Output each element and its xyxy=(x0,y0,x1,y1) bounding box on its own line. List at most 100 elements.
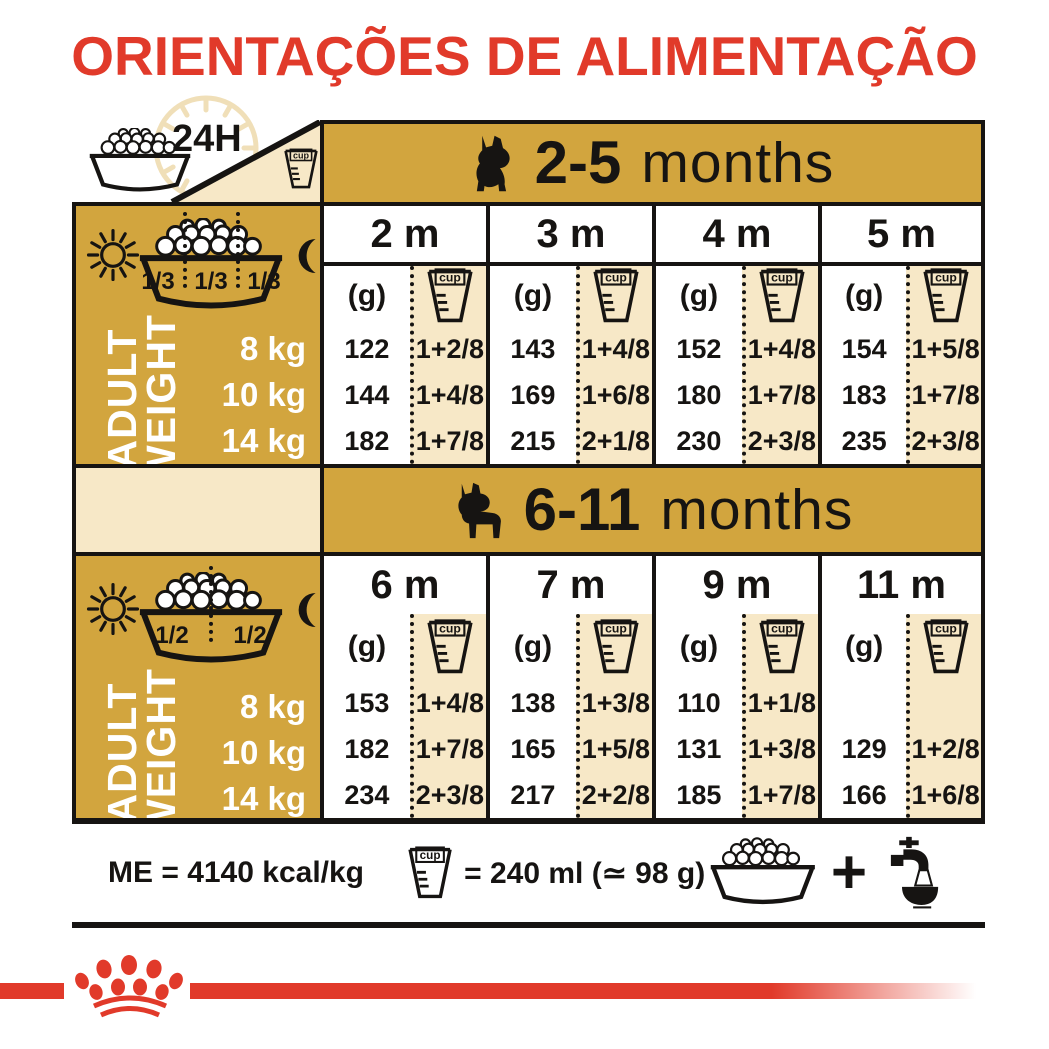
cups-value: 1+3/8 xyxy=(581,687,651,718)
grams-unit-label: (g) xyxy=(844,279,884,312)
adult-weight-label: ADULT WEIGHT xyxy=(99,314,184,484)
grams-value: 182 xyxy=(344,733,390,764)
grams-unit-label: (g) xyxy=(844,630,884,663)
cups-value: 1+7/8 xyxy=(911,379,980,410)
cups-value: 1+3/8 xyxy=(747,733,817,764)
grams-value: 131 xyxy=(676,733,722,764)
svg-text:cup: cup xyxy=(420,849,441,862)
measuring-cup-icon: cup xyxy=(923,619,969,674)
grams-value: 165 xyxy=(510,733,556,764)
measuring-cup-icon: cup xyxy=(759,619,805,674)
cups-value: 1+7/8 xyxy=(747,779,817,810)
section-header-2-5-months: 2-5 months xyxy=(320,120,985,206)
measuring-cup-icon: cup xyxy=(593,268,639,323)
kibble-bowl-icon xyxy=(705,829,821,917)
grams-value xyxy=(822,680,906,726)
measuring-cup-icon: cup xyxy=(427,268,473,323)
grams-value: 169 xyxy=(510,379,556,410)
cups-value: 1+7/8 xyxy=(415,425,485,456)
grams-value: 154 xyxy=(841,333,887,364)
portion-divider xyxy=(209,566,213,642)
blank-cell xyxy=(72,464,324,556)
grams-value: 152 xyxy=(676,333,722,364)
plus-sign: + xyxy=(830,838,868,907)
month-header-4m: 4 m xyxy=(652,202,822,266)
water-tap-icon xyxy=(890,836,939,909)
grams-unit-label: (g) xyxy=(679,630,719,663)
month-body-3m: (g) 143 169 215 cup 1+4/8 1+6/8 2+1/8 xyxy=(486,266,656,468)
measuring-cup-icon: cup xyxy=(759,268,805,323)
cups-value: 1+6/8 xyxy=(581,379,651,410)
month-header-3m: 3 m xyxy=(486,202,656,266)
cups-value: 1+4/8 xyxy=(747,333,817,364)
month-body-9m: (g) 110 131 185 cup 1+1/8 1+3/8 1+7/8 xyxy=(652,614,822,822)
footer-top-rule xyxy=(72,818,985,824)
french-bulldog-sitting-icon xyxy=(476,135,510,191)
adult-weight-label: ADULT WEIGHT xyxy=(99,668,184,838)
measuring-cup-icon: cup xyxy=(427,619,473,674)
cups-value: 1+4/8 xyxy=(581,333,651,364)
grams-value: 215 xyxy=(510,425,556,456)
month-body-5m: (g) 154 183 235 cup 1+5/8 1+7/8 2+3/8 xyxy=(818,266,985,468)
portion-fraction: 1/3 xyxy=(247,268,281,295)
portion-divider xyxy=(236,212,240,288)
age-range: 6-11 xyxy=(523,476,641,543)
weight-label: 14 kg xyxy=(221,780,306,817)
portion-bowl-thirds: 1/3 1/3 1/3 xyxy=(132,212,290,314)
month-body-11m: (g) 129 166 cup 1+2/8 1+6/8 xyxy=(818,614,985,822)
portion-fraction: 1/3 xyxy=(194,268,228,295)
grams-unit-label: (g) xyxy=(347,279,387,312)
cups-value: 2+2/8 xyxy=(581,779,651,810)
cups-value: 2+3/8 xyxy=(747,425,817,456)
month-header-7m: 7 m xyxy=(486,552,656,618)
month-header-5m: 5 m xyxy=(818,202,985,266)
grams-unit-label: (g) xyxy=(679,279,719,312)
svg-text:cup: cup xyxy=(439,622,461,636)
grams-value: 110 xyxy=(677,687,721,718)
kibble-bowl-icon xyxy=(132,218,290,314)
portion-divider xyxy=(183,212,187,288)
measuring-cup-icon: cup xyxy=(284,148,318,189)
svg-text:cup: cup xyxy=(935,271,957,285)
month-header-2m: 2 m xyxy=(320,202,490,266)
svg-text:cup: cup xyxy=(935,622,957,636)
grams-value: 180 xyxy=(676,379,722,410)
weight-label: 10 kg xyxy=(221,376,306,413)
cups-value: 1+1/8 xyxy=(747,687,817,718)
grams-value: 144 xyxy=(344,379,390,410)
month-body-4m: (g) 152 180 230 cup 1+4/8 1+7/8 2+3/8 xyxy=(652,266,822,468)
cups-value: 2+3/8 xyxy=(911,425,980,456)
grams-unit-label: (g) xyxy=(513,630,553,663)
grams-value: 122 xyxy=(344,333,390,364)
month-body-2m: (g) 122 144 182 cup 1+2/8 1+4/8 1+7/8 xyxy=(320,266,490,468)
weight-row-labels: 8 kg 10 kg 14 kg xyxy=(222,326,306,464)
portion-bowl-halves: 1/2 1/2 xyxy=(132,566,290,668)
cups-value xyxy=(910,680,981,726)
footer-legend: ME = 4140 kcal/kg cup = 240 ml (≃ 98 g) … xyxy=(72,824,985,922)
month-body-7m: (g) 138 165 217 cup 1+3/8 1+5/8 2+2/8 xyxy=(486,614,656,822)
svg-text:cup: cup xyxy=(605,622,627,636)
cups-value: 1+4/8 xyxy=(415,687,485,718)
section-header-6-11-months: 6-11 months xyxy=(320,464,985,556)
portion-fraction: 1/3 xyxy=(141,268,175,295)
weight-label: 10 kg xyxy=(221,734,306,771)
svg-text:cup: cup xyxy=(771,271,793,285)
header-diagonal-cell xyxy=(170,120,320,202)
portion-fraction: 1/2 xyxy=(233,622,267,649)
cups-value: 1+4/8 xyxy=(415,379,485,410)
measuring-cup-icon: cup xyxy=(593,619,639,674)
metabolizable-energy-label: ME = 4140 kcal/kg xyxy=(108,856,364,889)
cups-value: 1+5/8 xyxy=(911,333,980,364)
portion-fraction: 1/2 xyxy=(155,622,189,649)
grams-value: 182 xyxy=(344,425,390,456)
grams-unit-label: (g) xyxy=(513,279,553,312)
grams-value: 234 xyxy=(344,779,390,810)
grams-value: 230 xyxy=(676,425,722,456)
grams-value: 138 xyxy=(510,687,556,718)
royal-canin-crown-logo xyxy=(75,955,183,1018)
cups-value: 1+6/8 xyxy=(911,779,980,810)
age-range: 2-5 xyxy=(534,129,622,196)
24h-label: 24H xyxy=(172,118,242,160)
portion-panel-2-5: 1/3 1/3 1/3 ADULT WEIGHT 8 kg 10 kg 14 k… xyxy=(72,202,324,484)
